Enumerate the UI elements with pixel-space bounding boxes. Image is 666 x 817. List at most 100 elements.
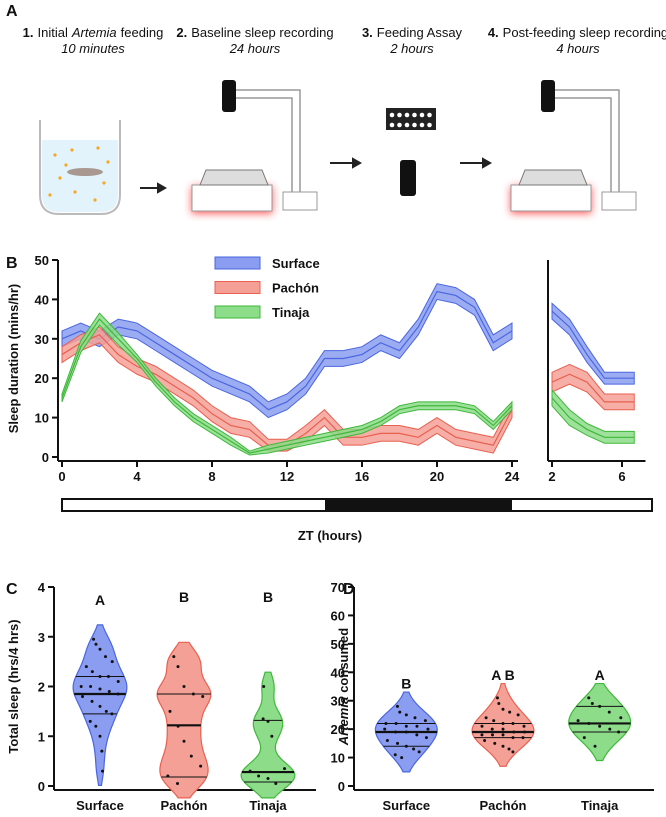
x-tick-label: 16 bbox=[355, 469, 369, 484]
group-letter: B bbox=[179, 589, 189, 605]
x-tick-label: Tinaja bbox=[581, 798, 619, 813]
data-point bbox=[92, 637, 96, 641]
data-point bbox=[516, 713, 520, 717]
data-point bbox=[176, 782, 180, 786]
x-tick-label: 6 bbox=[618, 469, 625, 484]
data-point bbox=[270, 734, 274, 738]
well bbox=[389, 122, 395, 128]
data-point bbox=[590, 702, 594, 706]
data-point bbox=[415, 733, 419, 737]
step-number: 1. bbox=[23, 25, 34, 40]
data-point bbox=[522, 724, 526, 728]
y-tick-label: 30 bbox=[35, 332, 49, 347]
data-point bbox=[523, 730, 527, 734]
data-point bbox=[398, 710, 402, 714]
step-duration: 4 hours bbox=[556, 41, 600, 56]
data-point bbox=[166, 774, 170, 778]
x-tick-label: Surface bbox=[382, 798, 430, 813]
data-point bbox=[182, 739, 186, 743]
sleep-rig bbox=[510, 80, 637, 212]
feeding-plate bbox=[386, 108, 436, 196]
data-point bbox=[511, 721, 515, 725]
data-point bbox=[98, 647, 102, 651]
y-axis-title: Artemia consumed bbox=[336, 628, 351, 746]
data-point bbox=[283, 767, 287, 771]
data-point bbox=[483, 739, 487, 743]
data-point bbox=[182, 685, 186, 688]
data-point bbox=[598, 724, 602, 728]
data-point bbox=[100, 749, 104, 753]
step-number: 4. bbox=[488, 25, 499, 40]
data-point bbox=[84, 665, 88, 669]
data-point bbox=[98, 675, 102, 679]
panel-letter: A bbox=[6, 3, 18, 20]
data-point bbox=[79, 685, 83, 688]
data-point bbox=[512, 730, 516, 734]
x-tick-label: 0 bbox=[58, 469, 65, 484]
step-duration: 2 hours bbox=[389, 41, 434, 56]
group-letter: A B bbox=[491, 667, 515, 683]
well bbox=[412, 122, 417, 128]
data-point bbox=[116, 680, 120, 684]
y-axis-title-part: Artemia bbox=[336, 697, 351, 746]
x-tick-label: Pachón bbox=[480, 798, 527, 813]
data-point bbox=[413, 716, 417, 720]
step-text: Feeding Assay bbox=[377, 25, 463, 40]
y-tick-label: 40 bbox=[331, 665, 345, 680]
data-point bbox=[415, 724, 419, 728]
y-tick-label: 40 bbox=[35, 292, 49, 307]
data-point bbox=[619, 716, 623, 720]
y-tick-label: 10 bbox=[331, 751, 345, 766]
panel-letter: D bbox=[343, 581, 355, 598]
data-point bbox=[607, 710, 611, 714]
x-tick-label: 24 bbox=[505, 469, 520, 484]
y-axis-title-part: consumed bbox=[336, 628, 351, 693]
data-point bbox=[404, 724, 408, 728]
data-point bbox=[501, 733, 505, 737]
data-point bbox=[508, 710, 512, 714]
x-axis-title: ZT (hours) bbox=[298, 528, 362, 543]
data-point bbox=[617, 730, 621, 734]
x-tick-label: 12 bbox=[280, 469, 294, 484]
well bbox=[412, 112, 417, 118]
data-point bbox=[497, 702, 501, 706]
step-number: 2. bbox=[176, 25, 187, 40]
group-letter: A bbox=[595, 667, 605, 683]
data-point bbox=[593, 744, 597, 748]
data-point bbox=[262, 685, 266, 688]
data-point bbox=[395, 704, 399, 708]
well bbox=[389, 112, 395, 118]
y-tick-label: 0 bbox=[42, 450, 49, 465]
well bbox=[419, 122, 425, 128]
light-dark-bar bbox=[61, 498, 653, 512]
data-point bbox=[426, 727, 430, 731]
data-point bbox=[417, 750, 421, 754]
y-tick-label: 50 bbox=[35, 253, 49, 268]
data-point bbox=[394, 721, 398, 725]
data-point bbox=[385, 739, 389, 743]
step-duration: 24 hours bbox=[229, 41, 281, 56]
data-point bbox=[484, 716, 488, 720]
well bbox=[427, 122, 432, 128]
data-point bbox=[88, 719, 92, 723]
data-point bbox=[521, 736, 525, 740]
panel-letter: B bbox=[6, 255, 18, 272]
data-point bbox=[423, 719, 427, 723]
step-title: 4. Post-feeding sleep recording bbox=[488, 25, 666, 40]
data-point bbox=[201, 694, 205, 698]
data-point bbox=[404, 713, 408, 717]
legend-swatch bbox=[214, 305, 261, 319]
data-point bbox=[266, 777, 270, 781]
y-tick-label: 30 bbox=[331, 694, 345, 709]
data-point bbox=[100, 769, 104, 773]
data-point bbox=[106, 675, 110, 679]
well bbox=[397, 122, 402, 128]
series-line bbox=[551, 397, 635, 438]
error-band bbox=[551, 302, 635, 385]
legend-swatch bbox=[214, 256, 261, 270]
y-axis-title: Sleep duration (mins/hr) bbox=[6, 284, 21, 434]
data-point bbox=[393, 753, 397, 757]
data-point bbox=[501, 707, 505, 711]
data-point bbox=[168, 709, 172, 713]
well bbox=[427, 112, 432, 118]
